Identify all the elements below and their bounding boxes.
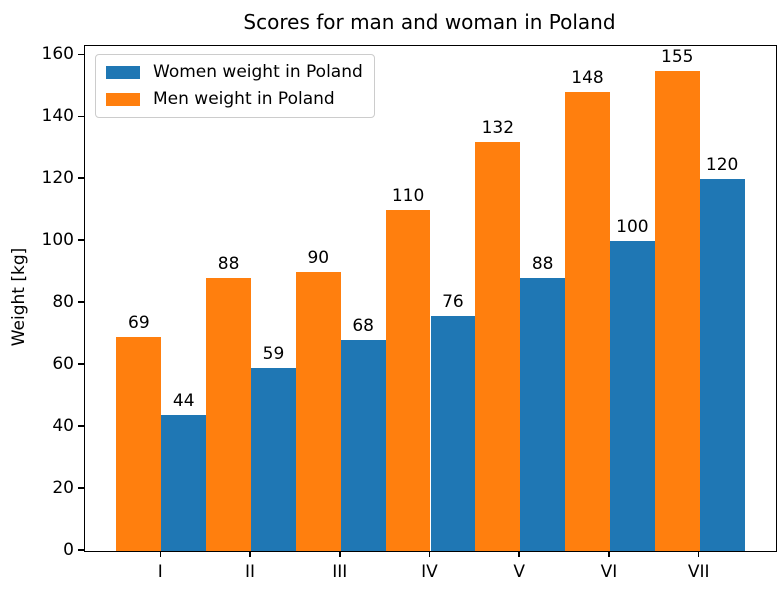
x-tick-label-V: V	[513, 562, 526, 582]
bar-value-label-men-VI: 148	[571, 68, 604, 89]
bar-value-label-men-I: 69	[128, 313, 150, 334]
bar-men-III	[295, 272, 341, 551]
bar-women-I	[161, 414, 207, 551]
bar-men-I	[116, 337, 162, 551]
bar-value-label-men-VII: 155	[661, 46, 694, 67]
bar-men-IV	[385, 210, 431, 551]
x-tick-label-III: III	[332, 562, 348, 582]
bar-women-II	[251, 368, 296, 551]
y-tick-label-120: 120	[41, 168, 74, 189]
bar-men-II	[206, 278, 251, 551]
y-tick-label-40: 40	[52, 416, 74, 437]
bar-women-VII	[699, 179, 745, 551]
bar-value-label-men-V: 132	[481, 118, 515, 139]
legend-item-women: Women weight in Poland	[106, 63, 363, 82]
y-tick-label-140: 140	[41, 106, 74, 127]
bar-men-VI	[565, 92, 610, 551]
x-tick-label-VI: VI	[600, 562, 618, 582]
bars-layer: 69 88 90 110 132 148 155 44 59 68 76 88 100 120	[85, 46, 776, 551]
bar-value-label-women-I: 44	[172, 390, 195, 411]
bar-value-label-men-III: 90	[307, 248, 330, 269]
y-tick-label-60: 60	[52, 354, 74, 375]
legend-swatch-men-icon	[106, 93, 140, 106]
legend-item-men: Men weight in Poland	[106, 90, 363, 109]
bar-value-label-women-II: 59	[262, 344, 285, 365]
bar-women-VI	[609, 241, 655, 551]
y-tick-label-20: 20	[52, 478, 74, 499]
bar-women-V	[520, 278, 566, 551]
legend-label-women: Women weight in Poland	[153, 62, 363, 82]
x-tick-label-VII: VII	[687, 562, 710, 582]
plot-area: 69 88 90 110 132 148 155 44 59 68 76 88 100 120 Women…	[84, 45, 777, 552]
bar-value-label-women-IV: 76	[442, 291, 464, 312]
bar-women-III	[340, 340, 386, 551]
bar-value-label-women-V: 88	[531, 254, 554, 275]
bar-women-IV	[430, 315, 476, 551]
bar-value-label-men-IV: 110	[391, 186, 425, 207]
legend-swatch-women-icon	[106, 66, 140, 79]
y-axis-label: Weight [kg]	[9, 247, 29, 347]
x-tick-label-I: I	[157, 562, 163, 582]
bar-value-label-women-VI: 100	[616, 217, 649, 238]
y-tick-label-0: 0	[63, 540, 74, 560]
bar-value-label-women-VII: 120	[705, 155, 739, 176]
x-tick-label-IV: IV	[421, 562, 438, 582]
bar-value-label-women-III: 68	[352, 316, 374, 337]
bar-men-VII	[654, 70, 700, 551]
bar-value-label-men-II: 88	[217, 254, 240, 275]
bar-men-V	[475, 142, 521, 551]
y-tick-label-160: 160	[41, 44, 74, 65]
legend: Women weight in Poland Men weight in Pol…	[95, 54, 375, 118]
x-tick-label-II: II	[245, 562, 256, 582]
chart-title: Scores for man and woman in Poland	[243, 10, 616, 34]
legend-label-men: Men weight in Poland	[153, 89, 335, 109]
